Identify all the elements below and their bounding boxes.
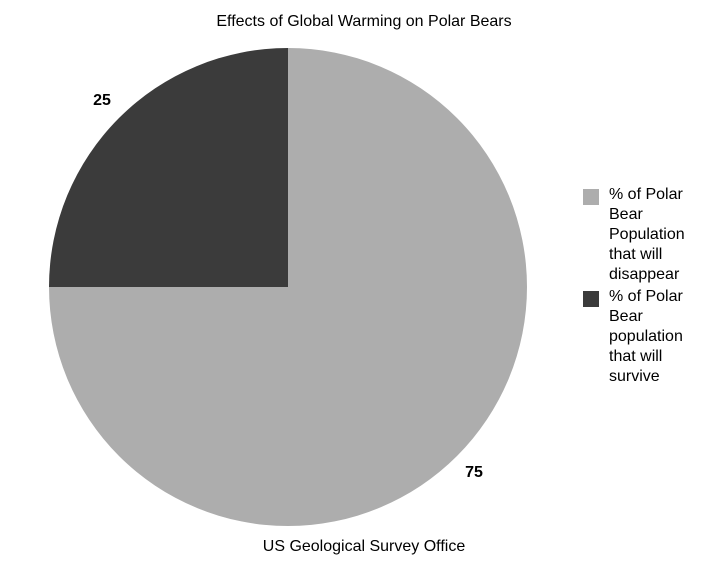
legend-label-disappear: % of Polar Bear Population that will dis… xyxy=(609,186,685,283)
pie-data-label-2: 25 xyxy=(93,92,111,109)
legend-swatch-disappear xyxy=(583,189,599,205)
legend-swatch-survive xyxy=(583,291,599,307)
legend: % of Polar Bear Population that will dis… xyxy=(583,185,723,389)
legend-item-survive: % of Polar Bear population that will sur… xyxy=(583,287,723,387)
legend-label-survive: % of Polar Bear population that will sur… xyxy=(609,288,683,385)
chart-title: Effects of Global Warming on Polar Bears xyxy=(216,13,512,30)
legend-item-disappear: % of Polar Bear Population that will dis… xyxy=(583,185,723,285)
pie-slice-2 xyxy=(49,48,288,287)
chart-subtitle: US Geological Survey Office xyxy=(262,538,466,555)
pie-data-label-1: 75 xyxy=(465,464,483,481)
